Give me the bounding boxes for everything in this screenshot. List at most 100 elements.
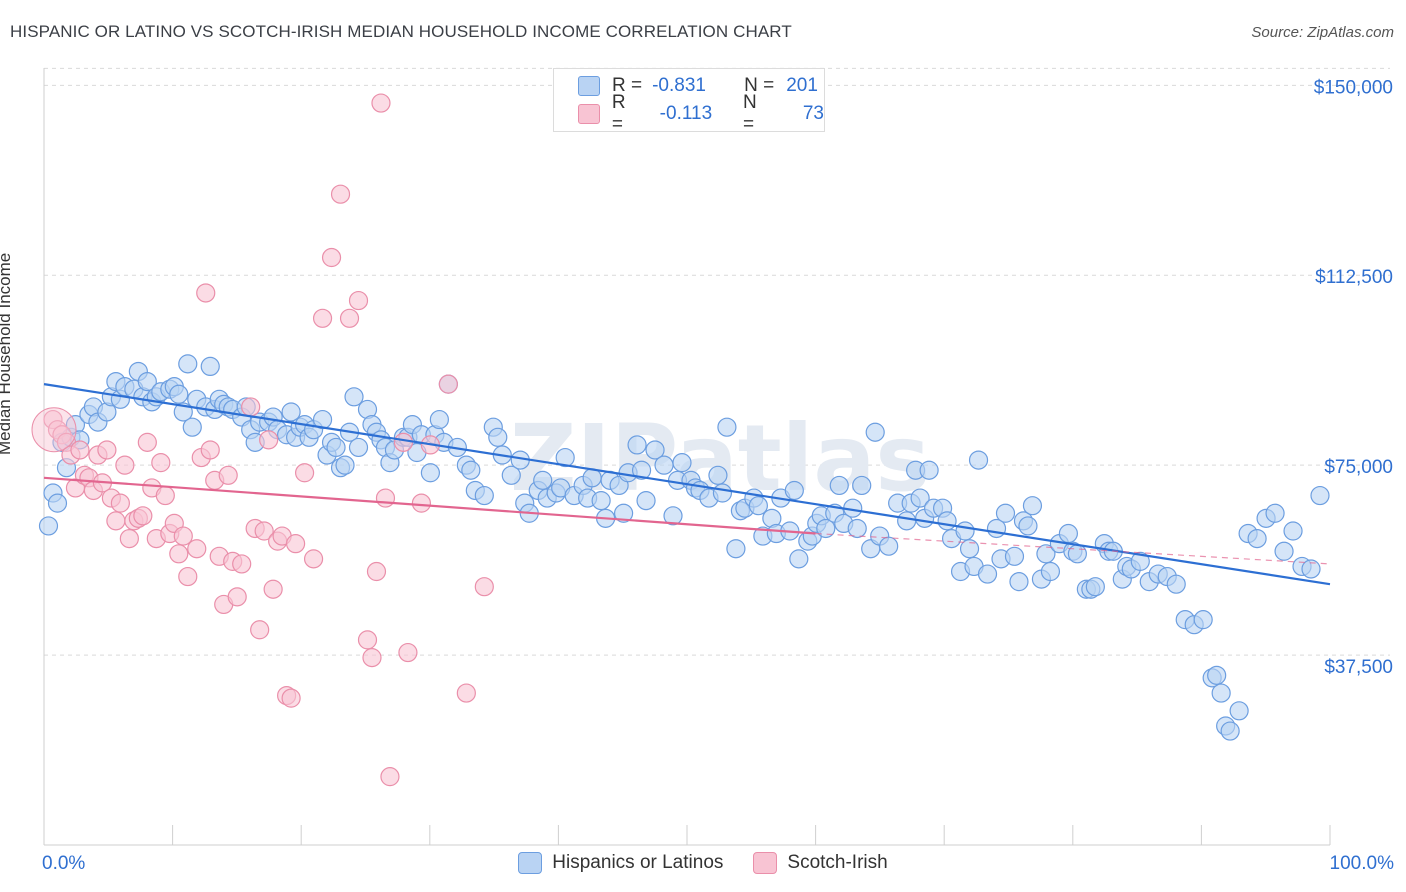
hispanics-point-100 [591, 491, 611, 511]
source-link[interactable]: ZipAtlas.com [1307, 24, 1394, 41]
scotch-irish-point-38 [218, 465, 238, 485]
hispanics-point-207 [1274, 541, 1294, 561]
n-label: N = [743, 92, 757, 135]
legend-swatch-blue [578, 76, 600, 96]
scotch-irish-point-51 [281, 688, 301, 708]
y-tick-label-2: $112,500 [1315, 267, 1393, 288]
hispanics-point-199 [1211, 683, 1231, 703]
scotch-irish-point-58 [339, 308, 360, 328]
legend-label-hispanics: Hispanics or Latinos [552, 852, 724, 873]
hispanics-point-99 [582, 468, 602, 488]
x-tick-label-min: 0.0% [42, 853, 86, 874]
hispanics-point-107 [631, 460, 652, 480]
hispanics-point-27 [178, 354, 198, 374]
hispanics-point-202 [1229, 701, 1249, 721]
hispanics-point-132 [789, 549, 809, 569]
legend-swatch-pink [578, 104, 600, 124]
hispanics-point-75 [429, 409, 449, 430]
hispanics-point-104 [613, 503, 634, 523]
legend-item-scotch-irish[interactable]: Scotch-Irish [753, 852, 888, 874]
scotch-irish-point-21 [137, 432, 157, 452]
hispanics-point-147 [879, 536, 899, 556]
hispanics-point-0 [38, 516, 59, 536]
hispanics-point-28 [182, 417, 202, 437]
x-tick-label-max: 100.0% [1329, 853, 1394, 874]
legend-label-scotch-irish: Scotch-Irish [787, 852, 888, 873]
hispanics-point-120 [717, 417, 737, 437]
hispanics-point-106 [627, 435, 647, 455]
legend-row-scotch-irish: R = -0.113 N = 73 [578, 92, 824, 135]
scotch-irish-point-40 [227, 587, 247, 607]
hispanics-point-198 [1207, 665, 1227, 685]
series-legend: Hispanics or Latinos Scotch-Irish [0, 852, 1406, 874]
hispanics-point-139 [829, 475, 849, 496]
scotch-irish-point-53 [294, 463, 315, 483]
scotch-irish-point-56 [321, 247, 342, 268]
correlation-legend: R = -0.831 N = 201 R = -0.113 N = 73 [553, 68, 825, 135]
y-tick-label-0: $37,500 [1324, 657, 1393, 678]
scotch-irish-point-47 [263, 579, 283, 599]
hispanics-point-118 [708, 465, 728, 485]
hispanics-point-201 [1220, 721, 1240, 741]
series-scotch-irish-points [31, 93, 494, 787]
n-value: 73 [802, 103, 824, 124]
scotch-irish-point-65 [380, 767, 400, 787]
hispanics-point-167 [995, 503, 1016, 523]
scotch-irish-point-42 [241, 397, 261, 417]
scotch-irish-point-72 [474, 577, 494, 597]
hispanics-point-125 [748, 496, 768, 516]
scotch-irish-point-46 [259, 430, 279, 450]
hispanics-point-55 [326, 437, 346, 458]
scotch-irish-point-54 [303, 549, 324, 569]
scotch-irish-point-34 [200, 440, 220, 460]
scotch-irish-point-41 [232, 554, 252, 574]
hispanics-point-164 [977, 564, 998, 584]
scotch-irish-point-31 [187, 539, 207, 559]
scotch-irish-point-55 [312, 308, 333, 328]
hispanics-point-189 [1130, 551, 1150, 571]
hispanics-point-46 [281, 402, 301, 422]
hispanics-point-59 [344, 387, 364, 407]
scotch-irish-point-57 [330, 184, 351, 204]
scotch-irish-point-71 [456, 683, 476, 703]
hispanics-point-161 [959, 539, 980, 559]
hispanics-point-204 [1247, 528, 1267, 549]
trend-line-scotch-irish-extended [815, 532, 1331, 565]
hispanics-point-154 [919, 460, 939, 480]
r-value: -0.113 [659, 103, 713, 124]
legend-swatch-blue [518, 852, 543, 874]
scotch-irish-point-30 [178, 566, 198, 587]
scotch-irish-point-70 [438, 374, 458, 394]
hispanics-point-52 [312, 409, 333, 430]
hispanics-point-84 [488, 427, 508, 447]
scotch-irish-point-15 [110, 493, 130, 513]
scotch-irish-point-25 [155, 485, 175, 506]
hispanics-point-169 [1009, 572, 1029, 592]
hispanics-point-206 [1265, 503, 1285, 523]
scotch-irish-point-67 [398, 642, 418, 663]
source-prefix: Source: [1251, 24, 1308, 41]
scotch-irish-point-66 [393, 432, 414, 452]
trend-lines [43, 383, 1331, 586]
n-label: N = [744, 75, 775, 96]
hispanics-point-2 [47, 493, 68, 513]
hispanics-point-182 [1085, 577, 1105, 597]
legend-item-hispanics[interactable]: Hispanics or Latinos [518, 852, 723, 874]
source-credit: Source: ZipAtlas.com [1251, 24, 1394, 41]
scotch-irish-point-large [31, 407, 77, 453]
hispanics-point-119 [712, 483, 733, 503]
hispanics-point-171 [1018, 516, 1038, 536]
scotch-irish-point-63 [371, 93, 391, 113]
scotch-irish-point-52 [286, 534, 306, 554]
scotch-irish-point-14 [106, 511, 126, 531]
hispanics-point-157 [937, 511, 957, 531]
scotch-irish-point-59 [348, 290, 369, 311]
scotch-irish-point-45 [254, 521, 274, 541]
hispanics-point-196 [1193, 610, 1213, 630]
hispanics-point-86 [501, 465, 521, 485]
hispanics-point-137 [816, 518, 836, 539]
r-value: -0.831 [652, 75, 706, 96]
hispanics-point-111 [663, 506, 683, 526]
scotch-irish-point-60 [357, 630, 378, 650]
hispanics-point-121 [726, 539, 746, 559]
